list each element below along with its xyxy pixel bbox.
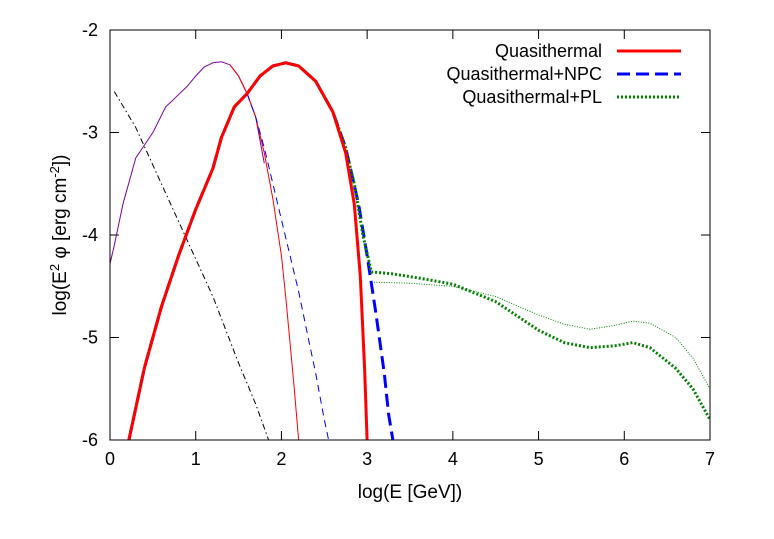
series-line-qt-npc [127,61,395,440]
y-tick-label: -2 [82,20,98,40]
series-line-thin-blue-low [246,93,330,440]
x-tick-label: 6 [619,449,629,469]
legend-item-quasithermal-npc: Quasithermal+NPC [446,64,681,84]
legend-item-quasithermal: Quasithermal [495,41,681,61]
plot-frame [109,29,711,441]
y-tick-label: -5 [82,328,98,348]
legend-item-quasithermal-pl: Quasithermal+PL [462,87,681,107]
series-layer [110,61,710,440]
legend-label: Quasithermal [495,41,602,61]
tick-labels: 0 1 2 3 4 5 6 7 -6 -5 -4 -3 -2 [82,20,715,469]
series-line-thin-green-pl [371,281,710,390]
x-tick-label: 3 [362,449,372,469]
series-line-qt-pl [127,61,710,440]
x-tick-label: 1 [191,449,201,469]
x-tick-label: 7 [705,449,715,469]
series-line-qt [127,61,369,440]
series-line-falling-powerlaw [113,91,270,440]
legend-label: Quasithermal+NPC [446,64,602,84]
legend-label: Quasithermal+PL [462,87,602,107]
y-tick-label: -3 [82,123,98,143]
y-tick-label: -4 [82,225,98,245]
x-tick-label: 0 [105,449,115,469]
legend: Quasithermal Quasithermal+NPC Quasitherm… [446,41,681,107]
x-tick-label: 5 [534,449,544,469]
x-tick-label: 4 [448,449,458,469]
y-axis-label: log(E2 φ [erg cm-2]) [47,155,71,316]
y-tick-label: -6 [82,430,98,450]
axis-ticks [109,29,711,441]
series-line-thin-red-low [229,64,300,440]
x-tick-label: 2 [276,449,286,469]
x-axis-label: log(E [GeV]) [358,482,463,503]
